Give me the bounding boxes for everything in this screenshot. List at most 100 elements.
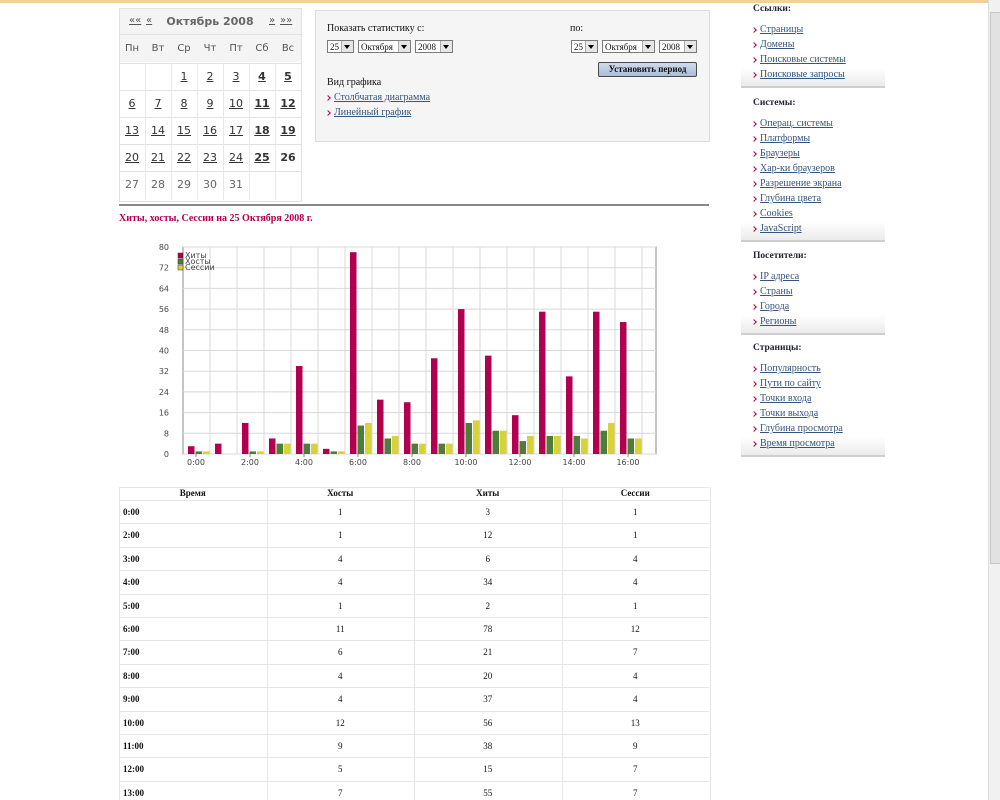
- sidebar-link[interactable]: Глубина просмотра: [760, 423, 843, 434]
- calendar-day[interactable]: 8: [180, 97, 188, 110]
- table-cell: 2: [485, 600, 491, 611]
- calendar-day[interactable]: 1: [180, 70, 188, 83]
- sidebar-link[interactable]: Популярность: [760, 363, 821, 374]
- calendar-day[interactable]: 22: [177, 151, 191, 164]
- sidebar-title: Ссылки:: [753, 4, 792, 14]
- table-cell: 2:00: [123, 530, 140, 541]
- sidebar-link[interactable]: Cookies: [760, 208, 793, 219]
- table-cell: 3: [485, 507, 491, 517]
- table-cell: 12:00: [123, 764, 144, 775]
- calendar-day[interactable]: 15: [177, 124, 191, 137]
- view-link[interactable]: Столбчатая диаграмма: [334, 92, 431, 103]
- select[interactable]: 25: [327, 40, 354, 53]
- calendar-day[interactable]: 19: [280, 124, 296, 137]
- sidebar-link[interactable]: Время просмотра: [760, 438, 835, 449]
- sidebar-title: Страницы:: [753, 343, 802, 353]
- sidebar-link[interactable]: Города: [760, 301, 790, 312]
- table-cell: 1: [338, 507, 343, 517]
- legend-swatch: [177, 264, 184, 271]
- calendar-day[interactable]: 6: [128, 97, 136, 110]
- calendar-day[interactable]: 17: [229, 124, 243, 137]
- button[interactable]: Установить период: [598, 62, 697, 77]
- calendar-line: [119, 117, 301, 118]
- select-arrow: [341, 41, 353, 52]
- calendar-day[interactable]: 9: [206, 97, 214, 110]
- bar: [593, 311, 600, 454]
- chart-title: Хиты, хосты, Сессии на 25 Октября 2008 г…: [119, 213, 313, 224]
- bar: [276, 443, 283, 454]
- table-cell: 78: [483, 624, 493, 634]
- sidebar-link[interactable]: Регионы: [760, 316, 797, 327]
- calendar-day[interactable]: 5: [284, 70, 292, 83]
- sidebar-link[interactable]: Глубина цвета: [760, 193, 822, 204]
- table-cell: 7: [338, 787, 343, 798]
- calendar-day[interactable]: 25: [254, 151, 270, 164]
- view-link[interactable]: Линейный график: [334, 107, 412, 118]
- calendar-day[interactable]: 23: [203, 151, 217, 164]
- bar: [492, 430, 499, 454]
- calendar-day[interactable]: 20: [125, 151, 139, 164]
- y-tick-label: 8: [164, 429, 169, 438]
- sidebar-link[interactable]: JavaScript: [760, 223, 802, 234]
- table-cell: 8:00: [123, 670, 140, 681]
- sidebar-link[interactable]: Страницы: [760, 24, 804, 35]
- sidebar-link[interactable]: Пути по сайту: [760, 378, 821, 389]
- table-cell: 20: [483, 670, 493, 681]
- bar: [465, 422, 472, 454]
- sidebar-box-line: [741, 240, 885, 242]
- calendar-day[interactable]: 10: [229, 97, 243, 110]
- sidebar-link[interactable]: Платформы: [760, 133, 811, 144]
- select[interactable]: Октября: [358, 40, 411, 53]
- scrollbar[interactable]: [988, 0, 1000, 800]
- calendar-day[interactable]: 7: [154, 97, 162, 110]
- calendar-day[interactable]: 4: [258, 70, 266, 83]
- sidebar-link[interactable]: Операц. системы: [760, 118, 833, 129]
- scrollbar-thumb[interactable]: [990, 12, 1000, 564]
- sidebar-box-fade: [741, 437, 885, 455]
- table-line: [119, 546, 709, 548]
- sidebar-link[interactable]: Разрешение экрана: [760, 178, 842, 189]
- calendar-nav[interactable]: »: [269, 15, 276, 26]
- calendar-day[interactable]: 2: [206, 70, 214, 83]
- calendar-day: 29: [177, 178, 191, 191]
- table-cell: 4: [633, 553, 638, 564]
- calendar-day[interactable]: 18: [254, 124, 270, 137]
- sidebar-link[interactable]: Точки выхода: [760, 408, 819, 419]
- sidebar-link[interactable]: Точки входа: [760, 393, 812, 404]
- calendar-day[interactable]: 12: [280, 97, 296, 110]
- y-tick-label: 32: [159, 367, 169, 376]
- sidebar-link[interactable]: IP адреса: [760, 271, 800, 282]
- calendar-day[interactable]: 16: [203, 124, 217, 137]
- sidebar-link[interactable]: Поисковые системы: [760, 54, 846, 65]
- calendar-nav[interactable]: »»: [280, 15, 293, 26]
- calendar-day[interactable]: 24: [229, 151, 243, 164]
- select[interactable]: 2008: [415, 40, 453, 53]
- bar: [431, 358, 438, 454]
- sidebar-link[interactable]: Страны: [760, 286, 793, 297]
- calendar-day[interactable]: 3: [232, 70, 240, 83]
- calendar-nav[interactable]: «: [146, 15, 153, 26]
- table-line: [119, 687, 709, 689]
- sidebar-link[interactable]: Браузеры: [760, 148, 800, 159]
- legend-label: Хиты: [185, 251, 207, 260]
- table-line: [119, 617, 709, 618]
- calendar-day[interactable]: 13: [125, 124, 139, 137]
- sidebar-link[interactable]: Хар-ки браузеров: [760, 163, 835, 174]
- sidebar-box-fade: [741, 315, 885, 333]
- bar: [188, 446, 195, 454]
- calendar-day[interactable]: 14: [151, 124, 165, 137]
- bar: [284, 443, 291, 454]
- select[interactable]: 25: [571, 40, 598, 53]
- select[interactable]: Октября: [602, 40, 655, 53]
- select[interactable]: 2008: [659, 40, 697, 53]
- calendar-day[interactable]: 21: [151, 151, 165, 164]
- sidebar-link[interactable]: Поисковые запросы: [760, 69, 845, 80]
- calendar-day: 26: [280, 151, 296, 164]
- select-value: 2008: [418, 42, 436, 52]
- sidebar-link[interactable]: Домены: [760, 39, 795, 50]
- calendar-nav[interactable]: ««: [129, 15, 142, 26]
- table-line: [119, 710, 709, 712]
- table-cell: 37: [483, 694, 493, 705]
- calendar-day[interactable]: 11: [254, 97, 270, 110]
- bar: [458, 309, 465, 454]
